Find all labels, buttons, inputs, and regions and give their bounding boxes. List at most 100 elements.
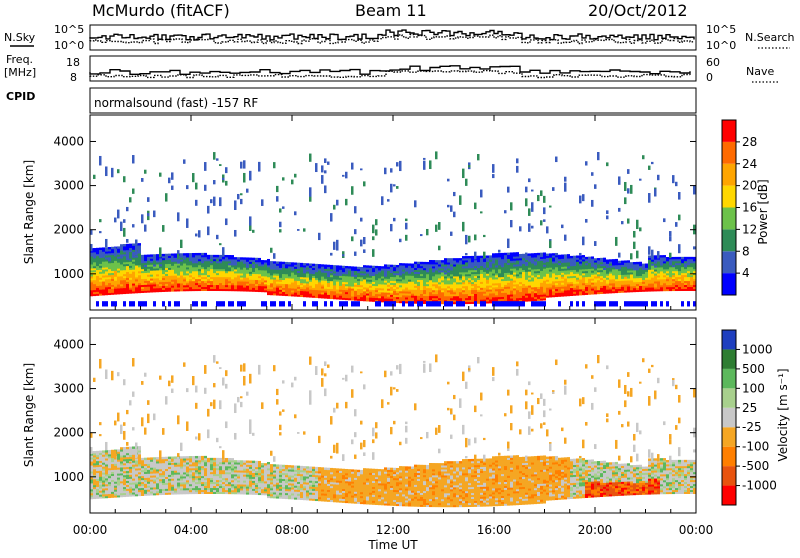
power-cell	[207, 206, 210, 214]
power-cell	[270, 248, 273, 253]
power-cell	[294, 174, 297, 178]
power-cell	[615, 237, 618, 246]
power-cell	[555, 157, 558, 163]
power-cell	[219, 301, 222, 306]
power-cell	[459, 258, 462, 260]
power-cell	[354, 229, 357, 234]
date-title: 20/Oct/2012	[588, 1, 688, 20]
power-cell	[570, 301, 573, 306]
power-cell	[573, 256, 576, 258]
power-cell	[159, 250, 162, 258]
power-cell	[546, 254, 549, 256]
power-cell	[606, 210, 609, 214]
power-cell	[291, 262, 294, 264]
power-cell	[654, 301, 657, 306]
power-cell	[360, 168, 363, 170]
power-cell	[531, 301, 534, 306]
power-cell	[423, 262, 426, 264]
power-cell	[405, 263, 408, 265]
power-cell	[294, 211, 297, 215]
power-cell	[516, 166, 519, 173]
power-cell	[354, 252, 357, 256]
power-cell	[537, 301, 540, 306]
noise-traces	[90, 30, 694, 43]
power-cell	[507, 187, 510, 193]
power-cell	[615, 301, 618, 306]
power-cell	[225, 167, 228, 173]
power-cell	[363, 237, 366, 244]
power-cell	[429, 260, 432, 262]
velocity-cell	[120, 425, 123, 434]
power-cell	[171, 256, 174, 259]
power-cell	[342, 254, 345, 256]
power-cell	[171, 254, 174, 256]
power-cell	[585, 257, 588, 259]
power-cell	[495, 253, 498, 255]
power-cell	[270, 301, 273, 306]
power-cell	[279, 229, 282, 232]
power-cell	[111, 247, 114, 249]
power-cell	[534, 253, 537, 255]
power-cell	[678, 244, 681, 253]
power-cell	[417, 301, 420, 306]
power-cell	[297, 229, 300, 231]
power-cell	[540, 220, 543, 225]
power-cell	[93, 248, 96, 250]
power-cell	[630, 301, 633, 306]
power-cell	[504, 253, 507, 255]
power-cell	[384, 301, 387, 306]
power-cell	[240, 301, 243, 306]
power-cell	[210, 199, 213, 203]
power-cell	[624, 182, 627, 191]
power-cell	[372, 249, 375, 257]
power-cell	[204, 301, 207, 306]
power-cell	[135, 239, 138, 245]
power-cell	[216, 235, 219, 239]
power-cell	[216, 158, 219, 160]
power-cell	[606, 162, 609, 166]
velocity-cell	[135, 449, 138, 455]
velocity-cell	[117, 449, 120, 451]
power-cell	[327, 265, 330, 267]
freq-label: Freq.	[6, 53, 33, 66]
power-cell	[558, 255, 561, 257]
power-cell	[402, 263, 405, 265]
power-cell	[225, 218, 228, 225]
power-cell	[480, 301, 483, 306]
noise-right-tick-top: 10^5	[706, 23, 736, 36]
power-cell	[447, 179, 450, 182]
power-cell	[363, 249, 366, 253]
power-cell	[462, 222, 465, 232]
power-cell	[639, 262, 642, 264]
power-cell	[408, 301, 411, 306]
power-cell	[108, 247, 111, 249]
power-cell	[129, 197, 132, 202]
power-cell	[633, 262, 636, 264]
power-cell	[690, 257, 693, 259]
velocity-cell	[111, 371, 114, 380]
power-cell	[627, 260, 630, 262]
velocity-cell	[105, 450, 108, 452]
power-cell	[117, 246, 120, 248]
power-cell	[492, 164, 495, 173]
power-cell	[258, 162, 261, 172]
power-cell	[240, 257, 243, 259]
power-cell	[381, 196, 384, 205]
power-cell	[594, 184, 597, 189]
colorbar-swatch	[722, 142, 736, 164]
power-cell	[465, 253, 468, 255]
power-cell	[561, 225, 564, 229]
power-cell	[396, 186, 399, 189]
power-cell	[531, 226, 534, 229]
power-cell	[207, 226, 210, 235]
velocity-cell	[102, 450, 105, 452]
power-cell	[435, 226, 438, 231]
power-cell	[186, 185, 189, 189]
power-cell	[534, 301, 537, 306]
power-cell	[390, 265, 393, 267]
velocity-cell	[114, 421, 117, 426]
power-cell	[495, 301, 498, 306]
power-cell	[666, 257, 669, 259]
power-cell	[312, 301, 315, 306]
